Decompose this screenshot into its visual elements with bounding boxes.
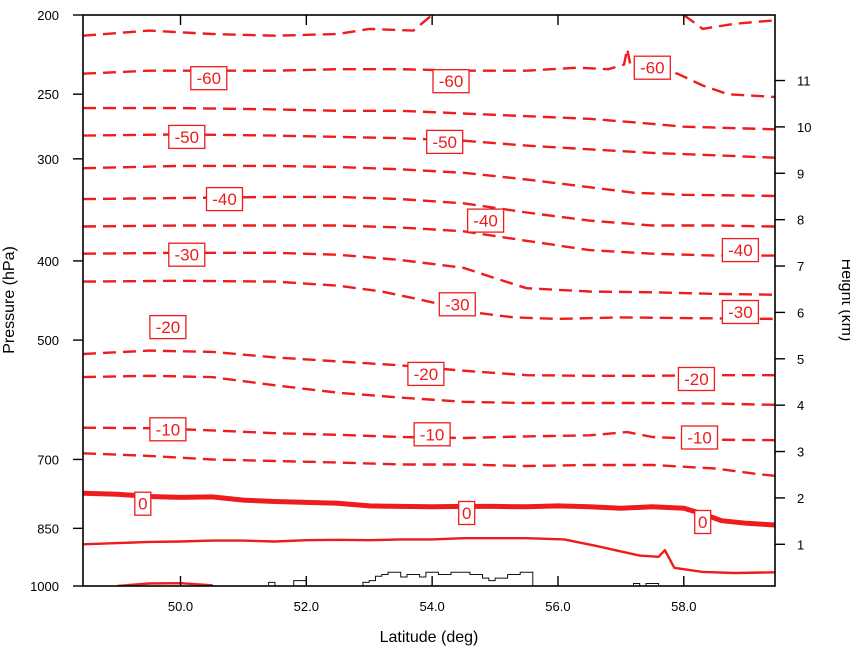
terrain-step-line xyxy=(268,571,660,586)
contour-line--65-1 xyxy=(683,15,775,31)
x-axis-title: Latitude (deg) xyxy=(380,629,479,646)
svg-text:-60: -60 xyxy=(197,69,222,88)
contour-label-16: -10 xyxy=(680,425,719,450)
contour-line--5-13 xyxy=(83,452,775,477)
contour-label-5: -40 xyxy=(205,186,244,212)
svg-text:-10: -10 xyxy=(156,420,181,439)
svg-text:-50: -50 xyxy=(432,133,457,152)
right-tick-label-9: 10 xyxy=(797,120,811,135)
contour-label-0: -60 xyxy=(190,66,228,91)
svg-text:-40: -40 xyxy=(473,212,498,231)
contour-lines xyxy=(83,15,775,586)
right-tick-label-1: 2 xyxy=(797,491,804,506)
svg-text:-30: -30 xyxy=(445,295,470,314)
contour-line--45-5 xyxy=(83,164,775,198)
contour-line--30-8 xyxy=(83,251,775,296)
contour-label-18: 0 xyxy=(458,500,476,526)
contour-label-15: -10 xyxy=(413,422,451,447)
right-tick-label-4: 5 xyxy=(797,352,804,367)
x-tick-label-3: 56.0 xyxy=(545,599,570,614)
contour-line--60-2 xyxy=(83,47,775,99)
svg-text:-30: -30 xyxy=(728,303,753,322)
contour-line--25-9 xyxy=(83,279,775,321)
left-axis-title: Pressure (hPa) xyxy=(1,246,18,354)
x-tick-label-2: 54.0 xyxy=(419,599,444,614)
contour-line--35-7 xyxy=(83,224,775,257)
x-tick-label-0: 50.0 xyxy=(168,599,193,614)
contour-label-12: -20 xyxy=(407,361,445,387)
svg-text:-50: -50 xyxy=(175,128,200,147)
left-tick-label-6: 850 xyxy=(37,521,59,536)
contour-label-3: -50 xyxy=(168,124,206,150)
contour-label-2: -60 xyxy=(633,55,671,80)
contour-label-11: -20 xyxy=(149,314,187,340)
contour-label-9: -30 xyxy=(438,292,476,317)
svg-text:0: 0 xyxy=(462,504,471,523)
svg-text:-60: -60 xyxy=(439,72,464,91)
left-tick-label-1: 250 xyxy=(37,87,59,102)
svg-text:-40: -40 xyxy=(212,190,237,209)
svg-text:0: 0 xyxy=(138,495,147,514)
svg-text:-30: -30 xyxy=(175,246,200,265)
contour-label-4: -50 xyxy=(426,129,464,155)
contour-label-8: -30 xyxy=(168,242,206,267)
contour-label-19: 0 xyxy=(694,509,712,535)
right-tick-label-8: 9 xyxy=(797,166,804,181)
right-tick-label-2: 3 xyxy=(797,445,804,460)
contour-line--65-0 xyxy=(83,15,433,37)
contour-line--10-12 xyxy=(83,426,775,442)
svg-text:-20: -20 xyxy=(156,318,181,337)
left-tick-label-7: 1000 xyxy=(30,579,59,594)
contour-label-14: -10 xyxy=(149,417,187,442)
contour-label-10: -30 xyxy=(721,299,760,325)
left-tick-label-2: 300 xyxy=(37,152,59,167)
contour-line--15-11 xyxy=(83,374,775,406)
contour-line--55-3 xyxy=(83,106,775,131)
left-tick-label-5: 700 xyxy=(37,452,59,467)
svg-text:-20: -20 xyxy=(684,370,709,389)
right-tick-label-0: 1 xyxy=(797,537,804,552)
right-tick-label-6: 7 xyxy=(797,259,804,274)
contour-line-5-15 xyxy=(83,537,775,575)
left-tick-label-3: 400 xyxy=(37,254,59,269)
contour-label-13: -20 xyxy=(677,366,716,392)
svg-text:-10: -10 xyxy=(420,425,445,444)
right-tick-label-7: 8 xyxy=(797,213,804,228)
contour-labels: -60 -60 -60 -50 -50 -40 -40 -40 -30 -30 -30 -20 -20 -… xyxy=(134,55,760,535)
svg-text:-20: -20 xyxy=(414,365,439,384)
x-tick-label-1: 52.0 xyxy=(294,599,319,614)
contour-label-6: -40 xyxy=(466,208,505,233)
contour-line-0-14 xyxy=(83,490,775,528)
svg-text:-60: -60 xyxy=(640,59,665,78)
contour-line--50-4 xyxy=(83,133,775,159)
x-tick-label-4: 58.0 xyxy=(671,599,696,614)
plot-frame xyxy=(82,14,776,587)
terrain-outline xyxy=(268,571,660,586)
contour-line--40-6 xyxy=(83,195,775,228)
left-tick-label-0: 200 xyxy=(37,8,59,23)
right-tick-label-3: 4 xyxy=(797,398,804,413)
contour-label-1: -60 xyxy=(432,69,470,94)
right-axis-title: Height (km) xyxy=(838,259,850,342)
right-tick-label-10: 11 xyxy=(797,74,811,89)
contour-label-7: -40 xyxy=(721,237,760,263)
contour-label-17: 0 xyxy=(134,491,152,516)
svg-text:0: 0 xyxy=(698,513,707,532)
axes: 50.0 52.0 54.0 56.0 58.020025030040050070085… xyxy=(30,8,811,614)
right-tick-label-5: 6 xyxy=(797,305,804,320)
left-tick-label-4: 500 xyxy=(37,333,59,348)
svg-text:-40: -40 xyxy=(728,241,753,260)
svg-text:-10: -10 xyxy=(687,429,712,448)
